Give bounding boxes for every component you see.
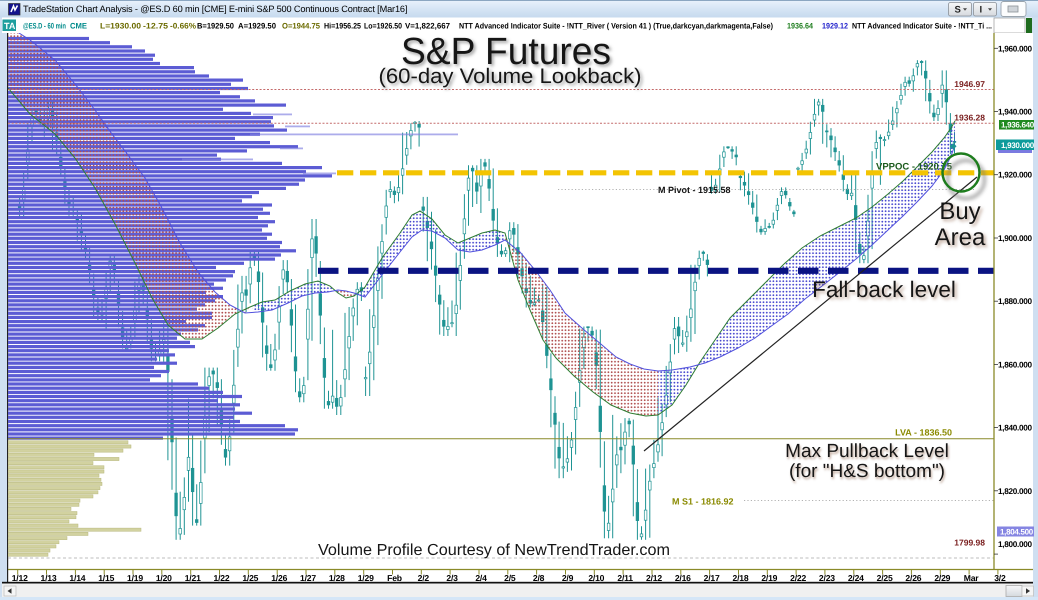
svg-text:-12.75: -12.75 [143, 21, 169, 30]
svg-text:2/5: 2/5 [504, 573, 516, 583]
svg-text:A=1929.50: A=1929.50 [238, 21, 277, 30]
svg-text:S&P Futures: S&P Futures [401, 31, 611, 73]
svg-text:1/14: 1/14 [69, 573, 85, 583]
svg-text:1/13: 1/13 [41, 573, 57, 583]
svg-text:2/12: 2/12 [646, 573, 662, 583]
svg-text:2/10: 2/10 [588, 573, 604, 583]
svg-text:2/26: 2/26 [905, 573, 921, 583]
svg-text:1946.97: 1946.97 [954, 79, 985, 89]
svg-text:2/9: 2/9 [562, 573, 574, 583]
svg-text:1929.12: 1929.12 [822, 21, 848, 30]
svg-text:3/2: 3/2 [994, 573, 1006, 583]
svg-text:CME: CME [70, 21, 88, 30]
svg-text:2/8: 2/8 [533, 573, 545, 583]
svg-text:B=1929.50: B=1929.50 [197, 21, 235, 30]
svg-text:1/25: 1/25 [242, 573, 258, 583]
svg-text:-0.66%: -0.66% [170, 21, 196, 30]
svg-text:Max Pullback Level: Max Pullback Level [785, 441, 949, 462]
svg-text:1/22: 1/22 [214, 573, 230, 583]
svg-text:2/24: 2/24 [848, 573, 864, 583]
svg-text:Volume Profile Courtesy of New: Volume Profile Courtesy of NewTrendTrade… [318, 542, 670, 559]
svg-text:1,820.000: 1,820.000 [998, 487, 1032, 496]
svg-text:1/21: 1/21 [185, 573, 201, 583]
svg-text:TradeStation Chart Analysis -: TradeStation Chart Analysis - @ES.D 60 m… [23, 4, 407, 14]
svg-text:Hi=1956.25: Hi=1956.25 [324, 21, 361, 30]
svg-text:Buy: Buy [939, 198, 980, 225]
svg-text:Mar: Mar [964, 573, 980, 583]
svg-text:1,960.000: 1,960.000 [998, 44, 1032, 53]
svg-text:V=1,822,667: V=1,822,667 [405, 21, 451, 30]
svg-text:M Pivot - 1915.58: M Pivot - 1915.58 [658, 185, 731, 195]
svg-text:2/19: 2/19 [761, 573, 777, 583]
svg-text:L=1930.00: L=1930.00 [100, 21, 142, 30]
svg-text:TA: TA [4, 21, 16, 31]
svg-text:1,840.000: 1,840.000 [998, 424, 1032, 433]
svg-text:2/3: 2/3 [446, 573, 458, 583]
svg-text:1,936.640: 1,936.640 [1001, 120, 1035, 129]
svg-text:1,940.000: 1,940.000 [998, 108, 1032, 117]
svg-text:1/20: 1/20 [156, 573, 172, 583]
svg-text:2/22: 2/22 [790, 573, 806, 583]
svg-text:1/15: 1/15 [98, 573, 114, 583]
svg-text:2/16: 2/16 [675, 573, 691, 583]
svg-text:(60-day Volume Lookback): (60-day Volume Lookback) [379, 65, 642, 88]
svg-text:@ES.D - 60 min: @ES.D - 60 min [23, 21, 66, 30]
svg-text:1/19: 1/19 [127, 573, 143, 583]
svg-text:1799.98: 1799.98 [954, 538, 985, 548]
svg-text:M S1 - 1816.92: M S1 - 1816.92 [672, 497, 734, 507]
svg-text:LVA - 1836.50: LVA - 1836.50 [895, 428, 952, 438]
svg-text:Fall-back level: Fall-back level [812, 277, 956, 302]
svg-text:VPPOC - 1920.75: VPPOC - 1920.75 [876, 162, 953, 173]
svg-text:1,804.500: 1,804.500 [1000, 528, 1034, 537]
svg-text:(for "H&S bottom"): (for "H&S bottom") [789, 461, 945, 482]
svg-text:1,880.000: 1,880.000 [998, 297, 1032, 306]
svg-text:2/25: 2/25 [877, 573, 893, 583]
svg-text:1/27: 1/27 [300, 573, 316, 583]
svg-text:Area: Area [935, 224, 986, 251]
svg-text:I: I [980, 5, 983, 16]
svg-text:1936.28: 1936.28 [954, 113, 985, 123]
svg-text:Feb: Feb [387, 573, 402, 583]
svg-text:2/29: 2/29 [934, 573, 950, 583]
svg-text:2/23: 2/23 [819, 573, 835, 583]
svg-text:1,800.000: 1,800.000 [998, 540, 1032, 549]
svg-text:NTT Advanced Indicator Suite -: NTT Advanced Indicator Suite - !NTT_Rive… [459, 21, 773, 30]
svg-text:S: S [955, 5, 961, 16]
svg-text:1/26: 1/26 [271, 573, 287, 583]
svg-text:2/2: 2/2 [418, 573, 430, 583]
svg-text:1/28: 1/28 [329, 573, 345, 583]
svg-text:1,930.000: 1,930.000 [1001, 141, 1035, 150]
svg-text:2/17: 2/17 [704, 573, 720, 583]
svg-text:2/4: 2/4 [475, 573, 487, 583]
svg-text:2/11: 2/11 [617, 573, 633, 583]
svg-text:1,920.000: 1,920.000 [998, 171, 1032, 180]
svg-text:2/18: 2/18 [733, 573, 749, 583]
svg-text:1,860.000: 1,860.000 [998, 360, 1032, 369]
svg-text:Lo=1926.50: Lo=1926.50 [364, 21, 402, 30]
svg-text:1,900.000: 1,900.000 [998, 234, 1032, 243]
svg-text:NTT Advanced Indicator Suite -: NTT Advanced Indicator Suite - !NTT_Ti .… [852, 21, 992, 30]
svg-text:1/29: 1/29 [358, 573, 374, 583]
svg-text:O=1944.75: O=1944.75 [282, 21, 321, 30]
svg-text:1936.64: 1936.64 [787, 21, 813, 30]
svg-text:1/12: 1/12 [12, 573, 28, 583]
